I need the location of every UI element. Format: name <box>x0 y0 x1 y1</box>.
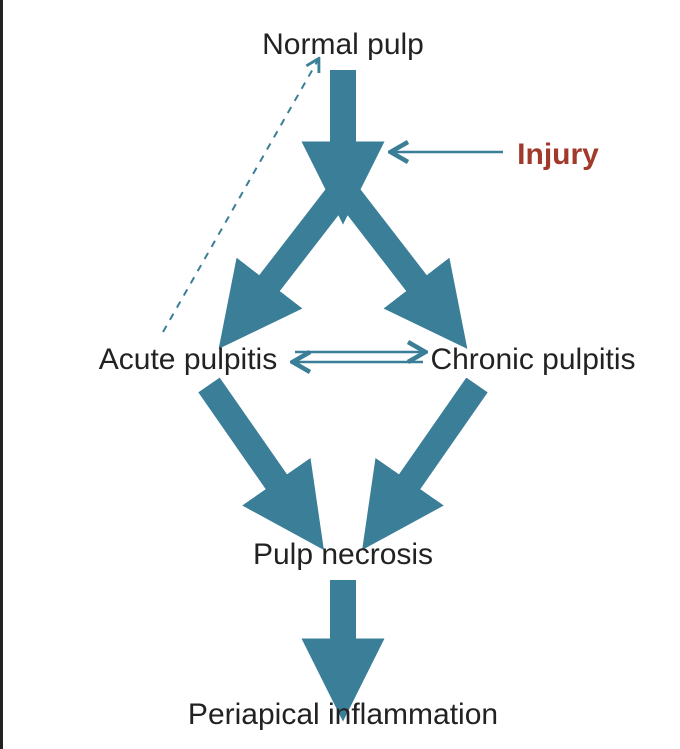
node-normal: Normal pulp <box>262 28 424 62</box>
node-injury: Injury <box>517 138 599 172</box>
arrow-converge-right <box>400 385 477 495</box>
arrow-converge-left <box>209 385 286 495</box>
arrow-branch-right <box>343 188 427 296</box>
node-chronic: Chronic pulpitis <box>430 343 635 377</box>
node-periapical: Periapical inflammation <box>188 698 498 732</box>
node-necrosis: Pulp necrosis <box>253 538 433 572</box>
arrow-branch-left <box>259 188 343 296</box>
node-acute: Acute pulpitis <box>99 343 277 377</box>
arrow-recovery-dashed <box>163 60 318 332</box>
